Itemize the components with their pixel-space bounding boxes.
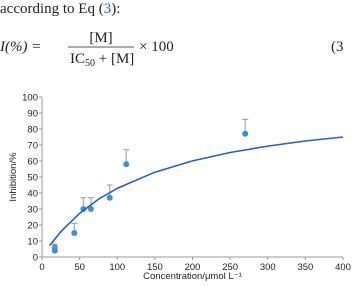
- y-tick-label: 40: [27, 189, 38, 200]
- data-point: [87, 206, 94, 212]
- y-tick-label: 70: [27, 141, 38, 152]
- y-tick-label: 0: [33, 253, 38, 264]
- text: according to Eq (: [0, 1, 104, 17]
- x-tick-label: 200: [185, 262, 201, 273]
- y-tick-label: 100: [22, 93, 38, 104]
- fit-curve: [48, 136, 344, 247]
- x-tick-label: 0: [39, 262, 44, 273]
- y-axis-label: Inhibition/%: [8, 152, 19, 202]
- x-tick-label: 400: [335, 262, 351, 273]
- y-tick-label: 90: [27, 109, 38, 120]
- den: + [M]: [95, 51, 134, 67]
- data-point: [80, 206, 87, 212]
- y-tick-label: 80: [27, 125, 38, 136]
- y-tick-label: 50: [27, 173, 38, 184]
- eq-denominator: IC50 + [M]: [70, 51, 134, 69]
- den: IC: [70, 51, 85, 67]
- eq-lhs: I(%) =: [0, 39, 41, 55]
- x-tick-label: 250: [222, 262, 238, 273]
- eq-link[interactable]: 3: [104, 1, 112, 17]
- den-sub: 50: [85, 58, 95, 69]
- data-point: [71, 230, 78, 236]
- x-tick-label: 150: [147, 262, 163, 273]
- x-tick-label: 50: [74, 262, 85, 273]
- x-tick-label: 100: [109, 262, 125, 273]
- eq-numerator: [M]: [89, 30, 112, 46]
- y-tick-label: 20: [27, 221, 38, 232]
- y-tick-label: 60: [27, 157, 38, 168]
- x-tick-label: 300: [260, 262, 276, 273]
- y-tick-label: 10: [27, 237, 38, 248]
- data-point: [123, 161, 130, 168]
- eq-factor: × 100: [139, 39, 174, 55]
- data-point: [51, 247, 58, 254]
- x-tick-label: 350: [297, 262, 313, 273]
- chart: 0 10 20 30 40 50 60 70 80 90 100 0 50 100 150 200 250 300…: [8, 93, 351, 283]
- eq-number: (3: [331, 39, 344, 55]
- y-tick-label: 30: [27, 205, 38, 216]
- data-point: [242, 130, 249, 137]
- intro-text: according to Eq (3):: [0, 1, 120, 17]
- data-point: [106, 194, 113, 201]
- text: ):: [111, 1, 120, 17]
- x-axis-label: Concentration/μmol L⁻¹: [143, 271, 242, 282]
